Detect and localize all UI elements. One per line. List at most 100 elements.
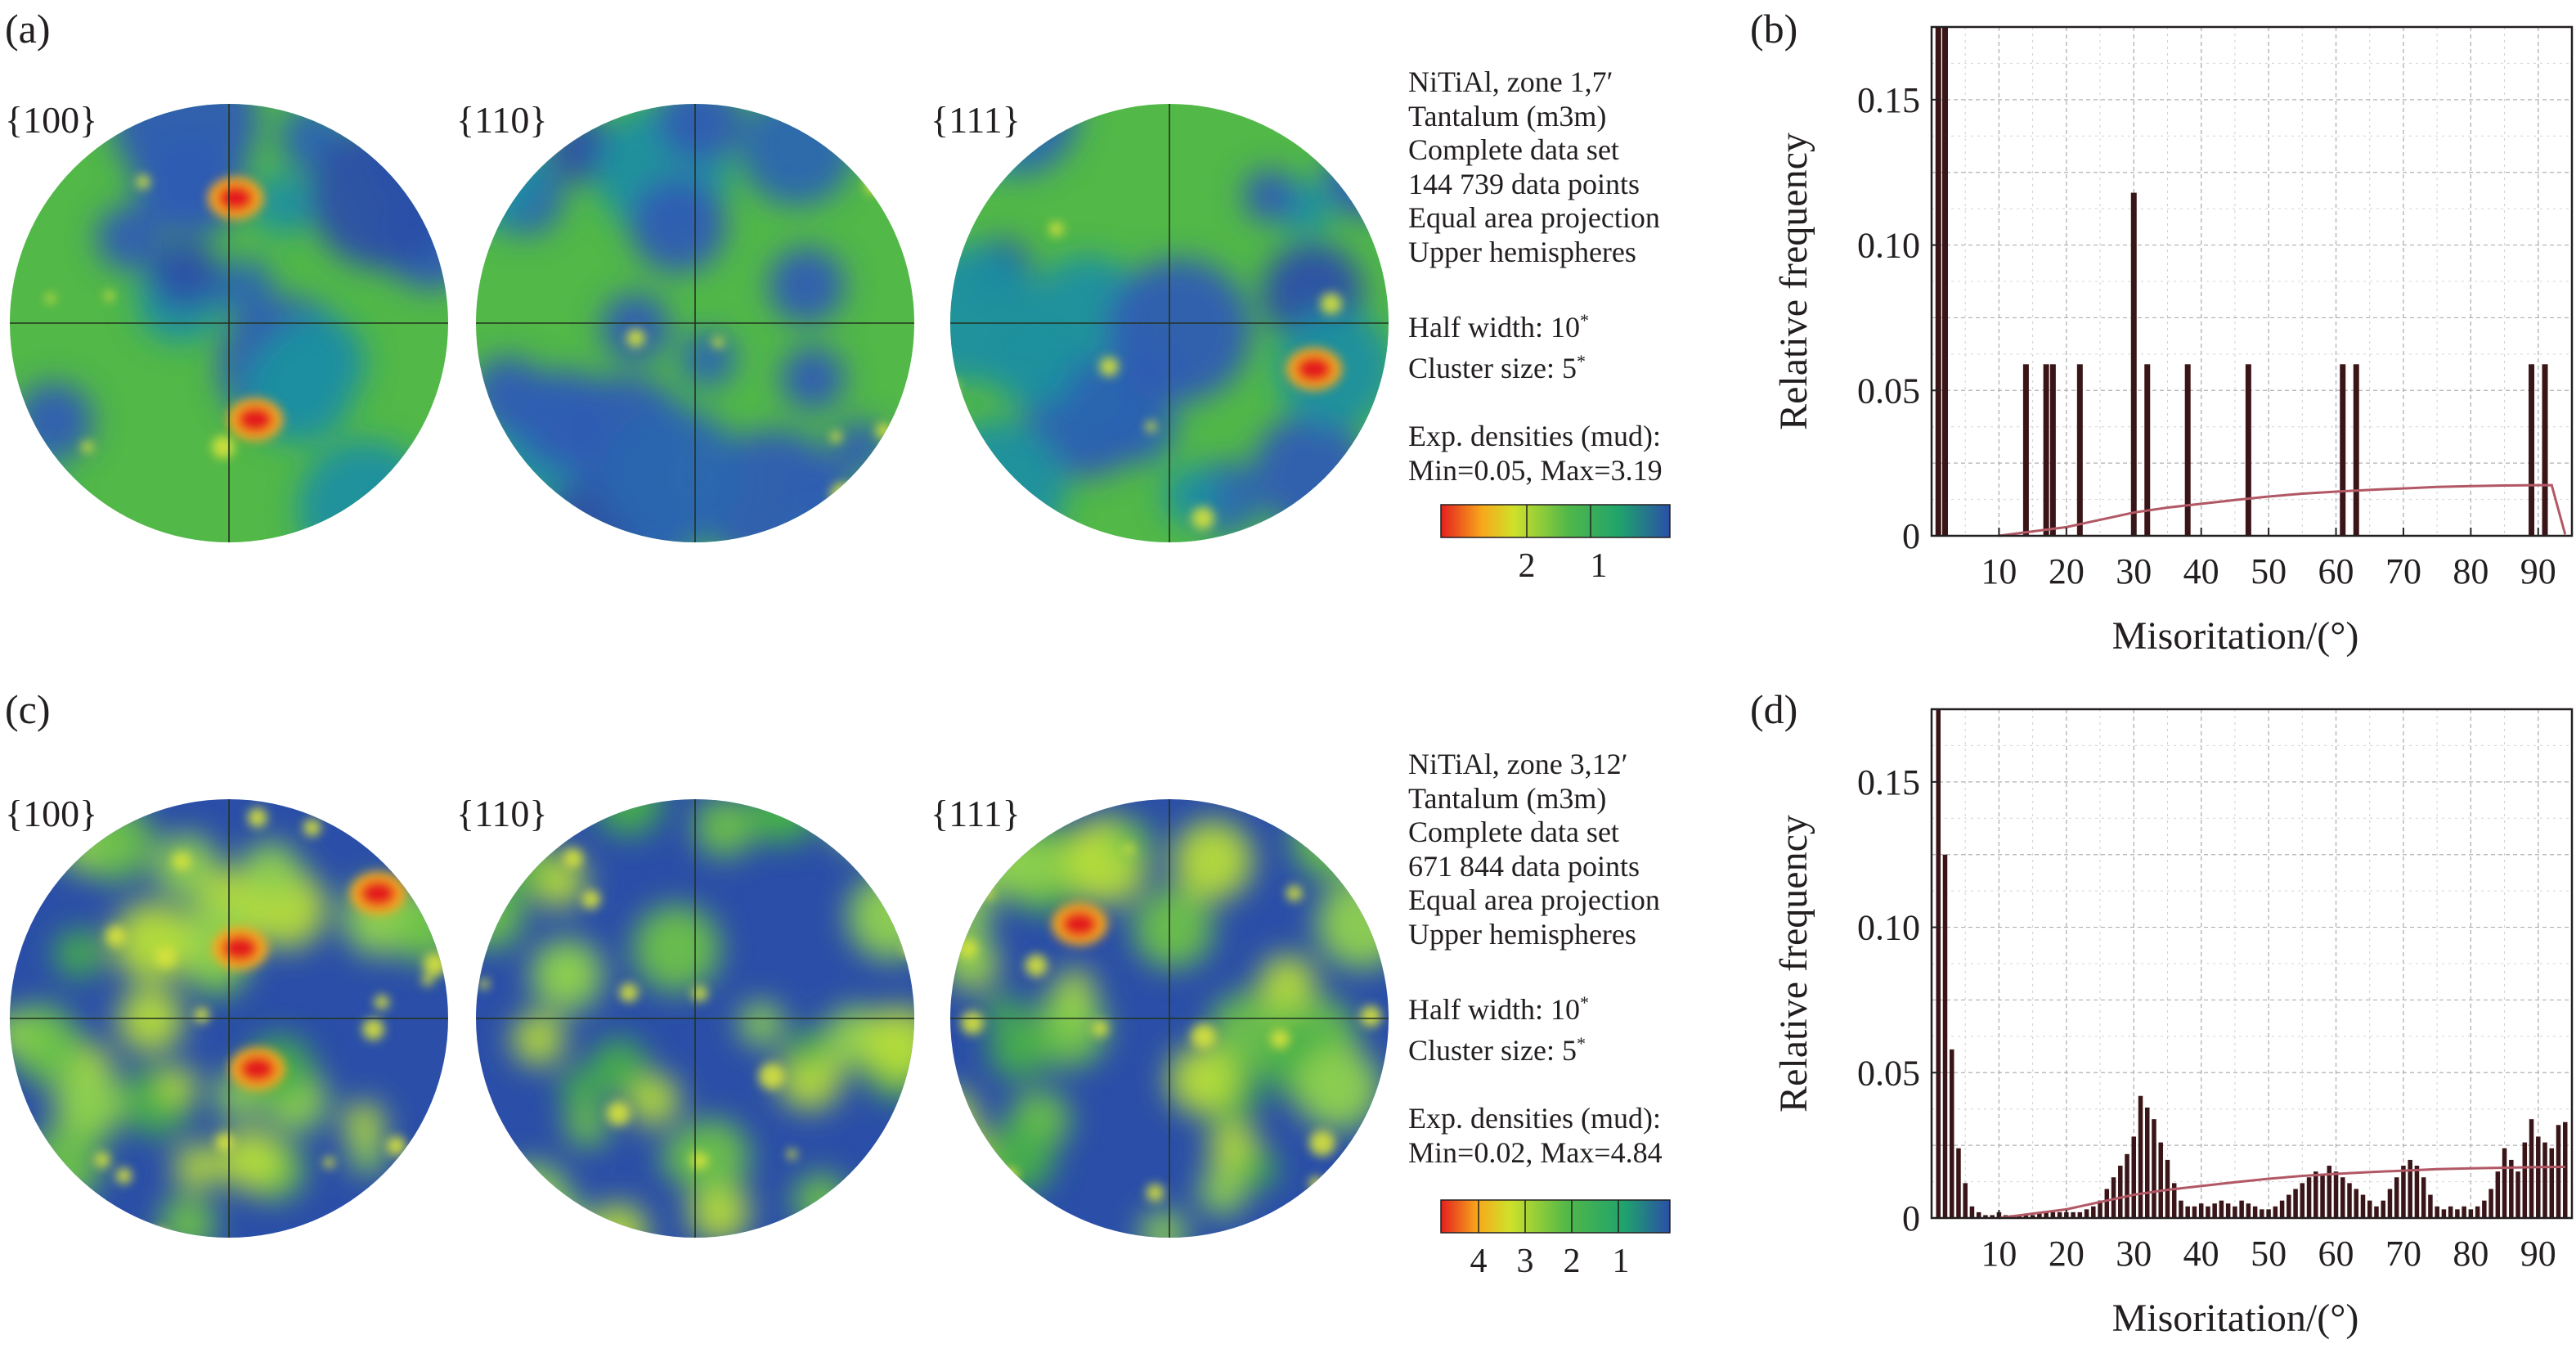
histogram-bar — [1963, 1183, 1968, 1218]
info-half-width: Half width: 10* — [1408, 309, 1589, 344]
histogram-bar — [2347, 1183, 2352, 1218]
panel-label-b: (b) — [1750, 6, 1798, 52]
density-maximum — [227, 398, 284, 441]
x-tick-label: 80 — [2453, 551, 2488, 591]
colorbar-a-tick-2: 2 — [1519, 547, 1536, 585]
histogram-bar — [2300, 1183, 2305, 1218]
info-phase: Tantalum (m3m) — [1408, 99, 1607, 133]
histogram-bar — [2387, 1189, 2393, 1218]
x-tick-label: 30 — [2116, 1234, 2152, 1274]
histogram-bar — [2515, 1171, 2520, 1218]
colorbar-c-tick-1: 1 — [1613, 1243, 1630, 1280]
histogram-bar — [1936, 709, 1941, 1218]
histogram-bar — [2049, 364, 2056, 536]
histogram-bar — [2104, 1189, 2110, 1218]
y-tick-label: 0 — [1902, 1198, 1920, 1238]
histogram-bar — [2367, 1200, 2372, 1218]
histogram-bar — [2313, 1171, 2318, 1218]
x-tick-label: 60 — [2318, 551, 2354, 591]
histogram-bar — [2037, 1211, 2042, 1218]
histogram-bar — [1969, 1206, 1975, 1218]
x-tick-label: 70 — [2385, 551, 2421, 591]
histogram-bar — [2077, 1211, 2083, 1218]
y-tick-label: 0.05 — [1857, 1053, 1920, 1093]
histogram-bar — [2462, 1206, 2466, 1218]
histogram-bar — [1990, 1215, 1995, 1218]
x-tick-label: 10 — [1981, 1234, 2017, 1274]
histogram-bar — [2260, 1209, 2264, 1218]
histogram-bar — [2071, 1211, 2076, 1218]
random-distribution-curve — [1999, 1165, 2565, 1220]
info-data-points: 144 739 data points — [1408, 167, 1640, 200]
pole-figure-label-110-c: {110} — [456, 793, 548, 834]
density-maximum — [212, 927, 268, 970]
x-tick-label: 90 — [2520, 1234, 2556, 1274]
info-dataset-c: Complete data set — [1408, 816, 1619, 848]
info-cluster-size-c: Cluster size: 5* — [1408, 1033, 1586, 1067]
density-maximum — [208, 177, 264, 220]
histogram-bar — [1949, 1049, 1954, 1218]
info-half-width-c: Half width: 10* — [1408, 991, 1589, 1026]
histogram-bar — [2320, 1174, 2325, 1218]
histogram-bar — [2192, 1206, 2197, 1218]
histogram-bar — [2158, 1142, 2163, 1218]
histogram-bar — [2131, 1136, 2137, 1218]
histogram-bar — [2219, 1200, 2224, 1218]
histogram-bar — [2428, 1194, 2433, 1218]
histogram-bar — [2448, 1206, 2453, 1218]
info-projection: Equal area projection — [1408, 201, 1660, 234]
histogram-bar — [2306, 1177, 2312, 1218]
panel-label-a: (a) — [5, 6, 51, 52]
colorbar-c-tick-2: 2 — [1564, 1243, 1581, 1280]
histogram-bar — [2279, 1200, 2285, 1218]
y-axis-label: Relative frequency — [1772, 815, 1815, 1113]
histogram-bar — [2522, 1142, 2528, 1218]
histogram-bar — [2023, 1215, 2029, 1218]
histogram-bar — [2273, 1206, 2278, 1218]
density-maximum — [229, 1047, 285, 1090]
dataset-info-a: NiTiAl, zone 1,7′ Tantalum (m3m) Complet… — [1408, 65, 1663, 488]
histogram-bar — [2091, 1206, 2096, 1218]
histogram-bar — [2152, 1119, 2156, 1218]
x-tick-label: 70 — [2385, 1234, 2421, 1274]
histogram-bar — [2125, 1153, 2129, 1218]
info-material-zone-c: NiTiAl, zone 3,12′ — [1408, 748, 1628, 780]
density-maximum — [350, 872, 406, 915]
histogram-bar — [2179, 1200, 2183, 1218]
histogram-bar — [2111, 1177, 2116, 1218]
panel-label-d: (d) — [1750, 686, 1798, 732]
pole-figure-label-110: {110} — [456, 99, 548, 141]
histogram-bar — [2509, 1159, 2514, 1218]
info-density-label-c: Exp. densities (mud): — [1408, 1102, 1661, 1135]
info-dataset: Complete data set — [1408, 133, 1619, 166]
histogram-bar — [2556, 1125, 2561, 1218]
histogram-bar — [2542, 364, 2548, 536]
colorbar-a: 2 1 — [1440, 504, 1671, 585]
histogram-bar — [1935, 27, 1941, 536]
histogram-bar — [2563, 1122, 2568, 1218]
histogram-bar — [2057, 1211, 2062, 1218]
histogram-bar — [2130, 192, 2137, 536]
x-tick-label: 60 — [2318, 1234, 2354, 1274]
histogram-bar — [2414, 1166, 2420, 1218]
histogram-bar — [2184, 364, 2191, 536]
grid-lines — [1932, 709, 2572, 1218]
histogram-bar — [2340, 1177, 2345, 1218]
dataset-info-c: NiTiAl, zone 3,12′ Tantalum (m3m) Comple… — [1408, 748, 1663, 1170]
pole-figure-100 — [10, 104, 448, 542]
density-maximum — [1052, 902, 1108, 946]
histogram-bar — [2394, 1177, 2399, 1218]
plot-frame — [1930, 25, 2574, 537]
histogram-bar — [1941, 27, 1948, 536]
y-tick-label: 0.05 — [1857, 371, 1920, 411]
plot-frame — [1930, 708, 2574, 1220]
histogram-bar — [2340, 364, 2346, 536]
colorbar-c-tick-4: 4 — [1470, 1243, 1488, 1280]
histogram-bar — [2233, 1206, 2237, 1218]
histogram-bar — [2022, 364, 2029, 536]
pole-figure-110-c — [476, 799, 914, 1238]
histogram-bar — [2333, 1171, 2339, 1218]
histogram-bar — [2084, 1209, 2089, 1218]
pole-figure-label-100: {100} — [5, 99, 98, 141]
pole-figure-label-100-c: {100} — [5, 793, 98, 834]
